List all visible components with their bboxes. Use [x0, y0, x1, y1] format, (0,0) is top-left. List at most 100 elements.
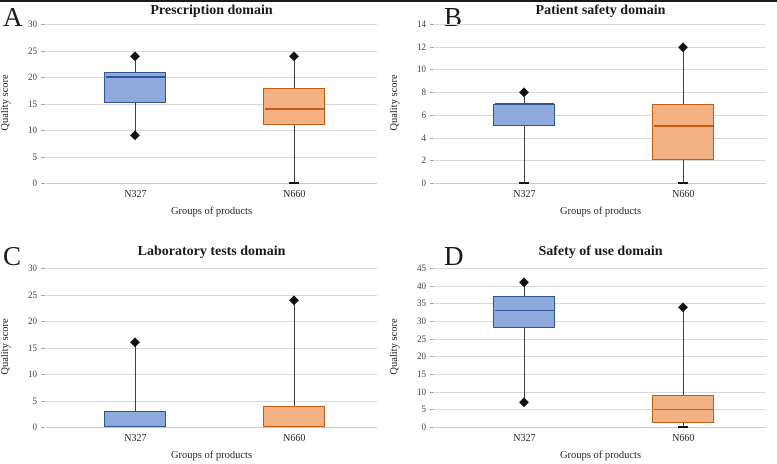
gridline: [435, 391, 766, 393]
y-tick-mark: [430, 114, 434, 116]
y-tick-label: 10: [28, 369, 37, 379]
gridline: [46, 400, 377, 402]
y-tick-mark: [430, 69, 434, 71]
gridline: [435, 69, 766, 71]
y-tick-label: 15: [28, 342, 37, 353]
y-tick-label: 25: [417, 333, 426, 344]
gridline: [46, 427, 377, 428]
x-tick-label: N660: [283, 189, 306, 200]
y-tick-mark: [430, 427, 434, 428]
panel-letter: C: [3, 241, 22, 271]
gridline: [46, 156, 377, 158]
whisker-cap: [519, 182, 530, 184]
gridline: [435, 160, 766, 162]
y-tick-label: 30: [28, 263, 37, 273]
x-tick-label: N660: [672, 189, 695, 200]
y-tick-mark: [430, 374, 434, 375]
y-tick-label: 15: [417, 369, 426, 379]
gridline: [435, 338, 766, 340]
y-tick-mark: [41, 400, 45, 402]
panel-letter: A: [3, 2, 23, 32]
y-tick-mark: [41, 130, 45, 131]
gridline: [435, 303, 766, 305]
gridline: [46, 24, 377, 25]
whisker: [134, 342, 137, 427]
panel-c: C Laboratory tests domain Quality score 0 5 1…: [0, 234, 388, 464]
y-tick-mark: [41, 77, 45, 78]
y-tick-mark: [41, 268, 45, 269]
gridline: [435, 183, 766, 184]
panel-a: A Prescription domain Quality score 0 5 10 15 2…: [0, 2, 388, 234]
panel-letter: D: [444, 241, 464, 271]
y-tick-label: 25: [28, 289, 37, 300]
y-tick-mark: [41, 294, 45, 296]
box-n660: [263, 87, 326, 125]
y-tick-mark: [41, 427, 45, 428]
y-tick-label: 0: [32, 422, 38, 432]
gridline: [46, 321, 377, 322]
chart-title: Patient safety domain: [535, 3, 666, 18]
outlier-marker: [678, 42, 688, 52]
whisker-cap: [678, 182, 689, 184]
box-n660: [652, 103, 715, 161]
median-line: [653, 125, 713, 127]
y-tick-label: 0: [421, 422, 427, 432]
x-tick-label: N327: [513, 189, 536, 200]
median-line: [494, 309, 554, 312]
whisker: [293, 299, 295, 427]
whisker: [682, 306, 684, 427]
x-tick-label: N660: [283, 433, 306, 444]
y-tick-mark: [41, 24, 45, 25]
y-tick-mark: [430, 303, 434, 305]
outlier-marker: [519, 87, 529, 97]
y-tick-label: 5: [32, 151, 38, 162]
y-tick-label: 45: [417, 263, 426, 273]
whisker-cap: [678, 426, 689, 428]
gridline: [46, 347, 377, 349]
y-tick-label: 10: [417, 64, 426, 75]
y-tick-label: 5: [32, 395, 38, 406]
box-n327: [493, 103, 556, 127]
y-tick-mark: [430, 285, 434, 287]
outlier-marker: [130, 51, 140, 61]
gridline: [435, 374, 766, 375]
gridline: [435, 285, 766, 287]
y-tick-label: 0: [421, 178, 427, 188]
x-tick-label: N327: [124, 433, 147, 444]
outlier-marker: [289, 51, 299, 61]
y-tick-mark: [41, 347, 45, 349]
gridline: [435, 268, 766, 269]
y-tick-mark: [41, 321, 45, 322]
panel-d: D Safety of use domain Quality score 0 5 10 15…: [389, 234, 777, 464]
x-tick-label: N327: [513, 433, 536, 444]
gridline: [435, 427, 766, 428]
y-tick-label: 20: [28, 316, 37, 326]
whisker: [523, 282, 526, 403]
gridline: [46, 50, 377, 52]
panel-letter: B: [444, 2, 463, 32]
chart-title: Safety of use domain: [538, 244, 663, 259]
y-tick-mark: [430, 24, 434, 25]
gridline: [435, 356, 766, 358]
gridline: [46, 183, 377, 184]
y-tick-label: 8: [421, 87, 427, 98]
y-tick-mark: [430, 409, 434, 411]
x-tick-label: N660: [672, 433, 695, 444]
y-tick-label: 30: [417, 316, 426, 326]
y-tick-mark: [41, 183, 45, 184]
median-line: [653, 408, 713, 411]
gridline: [435, 24, 766, 25]
gridline: [435, 409, 766, 411]
x-axis-title: Groups of products: [559, 450, 642, 461]
y-tick-label: 15: [28, 98, 37, 109]
outlier-marker: [519, 397, 529, 407]
y-tick-label: 5: [421, 404, 427, 415]
box-n660: [263, 405, 326, 427]
gridline: [435, 114, 766, 116]
gridline: [46, 103, 377, 105]
x-axis-title: Groups of products: [170, 450, 253, 461]
median-line: [105, 76, 165, 78]
y-tick-mark: [430, 137, 434, 139]
y-tick-label: 10: [28, 125, 37, 135]
